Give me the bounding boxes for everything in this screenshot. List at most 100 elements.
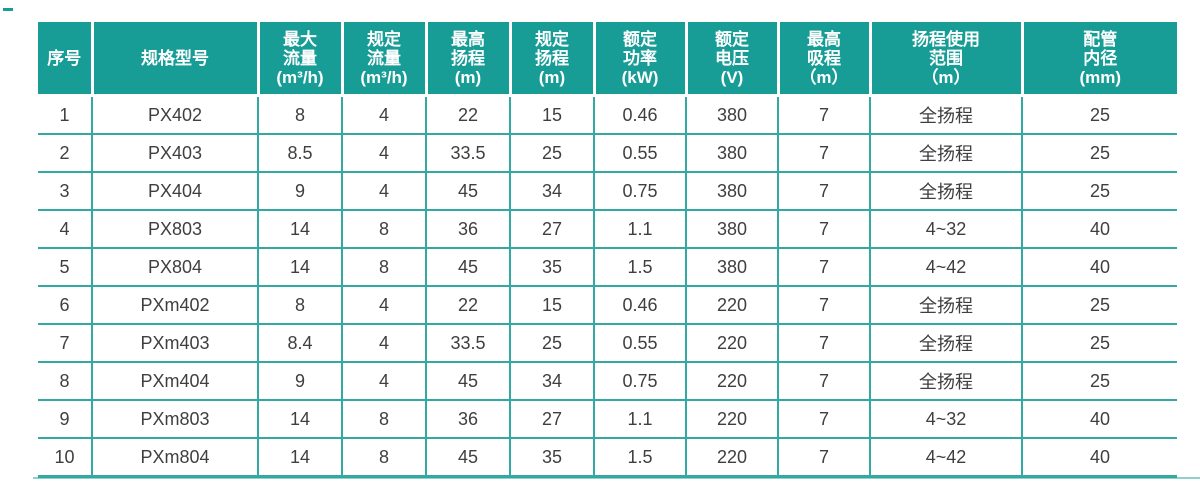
cell-max-head: 33.5 (426, 134, 511, 173)
cell-rated-power: 0.55 (594, 134, 687, 173)
cell-pipe-diameter: 25 (1022, 134, 1177, 173)
cell-serial-number: 8 (38, 362, 93, 401)
column-header-line: 流量 (283, 48, 317, 68)
cell-rated-power: 1.1 (594, 210, 687, 249)
cell-pipe-diameter: 25 (1022, 362, 1177, 401)
cell-rated-voltage: 380 (686, 95, 779, 135)
cell-rated-flow: 4 (342, 172, 427, 211)
cell-model: PX803 (92, 210, 259, 249)
cell-max-head: 22 (426, 95, 511, 135)
column-header-line: 规格型号 (141, 48, 209, 68)
cell-pipe-diameter: 25 (1022, 286, 1177, 325)
cell-head-range: 4~32 (870, 210, 1023, 249)
cell-max-suction: 7 (778, 438, 871, 478)
cell-max-flow: 14 (258, 400, 343, 439)
column-header-serial-number: 序号 (38, 22, 94, 97)
column-header-head-range: 扬程使用 范围 （m） (870, 22, 1024, 97)
column-header-line: (m³/h) (276, 67, 324, 87)
column-header-line: 扬程 (535, 48, 569, 68)
cell-pipe-diameter: 40 (1022, 400, 1177, 439)
column-header-rated-voltage: 额定 电压 (V) (686, 22, 780, 97)
cell-max-flow: 8 (258, 95, 343, 135)
cell-rated-head: 25 (510, 324, 595, 363)
cell-rated-power: 1.5 (594, 438, 687, 478)
cell-model: PXm804 (92, 438, 259, 478)
cell-max-suction: 7 (778, 248, 871, 287)
cell-max-suction: 7 (778, 324, 871, 363)
column-header-rated-power: 额定 功率 (kW) (594, 22, 688, 97)
cell-rated-voltage: 220 (686, 286, 779, 325)
cell-head-range: 全扬程 (870, 324, 1023, 363)
table-row: 2 PX403 8.5 4 33.5 25 0.55 380 7 全扬程 25 (38, 134, 1177, 173)
cell-rated-voltage: 380 (686, 248, 779, 287)
cell-max-head: 36 (426, 400, 511, 439)
column-header-line: 范围 (929, 48, 963, 68)
cell-rated-power: 0.46 (594, 286, 687, 325)
cell-serial-number: 2 (38, 134, 93, 173)
cell-rated-head: 35 (510, 248, 595, 287)
cell-pipe-diameter: 40 (1022, 248, 1177, 287)
cell-pipe-diameter: 25 (1022, 324, 1177, 363)
cell-head-range: 全扬程 (870, 172, 1023, 211)
cell-serial-number: 6 (38, 286, 93, 325)
spec-table-body: 1 PX402 8 4 22 15 0.46 380 7 全扬程 25 2 PX403 8.5 4 33.5 2… (38, 95, 1177, 478)
spec-table-header: 序号 规格型号 最大 流量 (m³/h) 规定 流量 (m³/h) 最高 扬程 (m) 规定 扬程 (m)… (38, 22, 1177, 97)
column-header-line: 功率 (623, 48, 657, 68)
cell-model: PXm803 (92, 400, 259, 439)
cell-serial-number: 4 (38, 210, 93, 249)
cell-pipe-diameter: 40 (1022, 438, 1177, 478)
column-header-line: (mm) (1079, 67, 1122, 87)
cell-head-range: 4~42 (870, 438, 1023, 478)
cell-max-suction: 7 (778, 400, 871, 439)
corner-accent-mark (3, 8, 13, 11)
column-header-max-suction: 最高 吸程 （m） (778, 22, 872, 97)
bottom-divider-line (33, 477, 1200, 479)
cell-head-range: 全扬程 (870, 286, 1023, 325)
cell-rated-flow: 4 (342, 286, 427, 325)
column-header-line: （m） (799, 67, 849, 87)
cell-max-flow: 14 (258, 210, 343, 249)
table-row: 8 PXm404 9 4 45 34 0.75 220 7 全扬程 25 (38, 362, 1177, 401)
cell-max-head: 45 (426, 172, 511, 211)
cell-head-range: 全扬程 (870, 95, 1023, 135)
cell-model: PX404 (92, 172, 259, 211)
cell-model: PX403 (92, 134, 259, 173)
column-header-line: 规定 (535, 29, 569, 49)
cell-max-head: 45 (426, 248, 511, 287)
column-header-line: (m³/h) (360, 67, 408, 87)
cell-rated-head: 27 (510, 210, 595, 249)
cell-serial-number: 10 (38, 438, 93, 478)
cell-pipe-diameter: 25 (1022, 172, 1177, 211)
table-row: 3 PX404 9 4 45 34 0.75 380 7 全扬程 25 (38, 172, 1177, 211)
column-header-line: 额定 (623, 29, 657, 49)
column-header-rated-flow: 规定 流量 (m³/h) (342, 22, 428, 97)
pump-spec-table: 序号 规格型号 最大 流量 (m³/h) 规定 流量 (m³/h) 最高 扬程 (m) 规定 扬程 (m)… (38, 22, 1177, 478)
column-header-line: 流量 (367, 48, 401, 68)
column-header-line: (m) (538, 67, 566, 87)
cell-head-range: 4~32 (870, 400, 1023, 439)
cell-rated-power: 0.75 (594, 362, 687, 401)
column-header-line: 扬程 (451, 48, 485, 68)
cell-rated-power: 0.55 (594, 324, 687, 363)
cell-serial-number: 5 (38, 248, 93, 287)
column-header-line: (kW) (621, 67, 659, 87)
cell-model: PXm402 (92, 286, 259, 325)
column-header-line: 吸程 (807, 48, 841, 68)
cell-rated-power: 0.75 (594, 172, 687, 211)
column-header-line: (V) (720, 67, 744, 87)
cell-head-range: 全扬程 (870, 134, 1023, 173)
table-row: 9 PXm803 14 8 36 27 1.1 220 7 4~32 40 (38, 400, 1177, 439)
cell-max-flow: 14 (258, 248, 343, 287)
cell-rated-voltage: 220 (686, 324, 779, 363)
cell-max-flow: 9 (258, 362, 343, 401)
cell-rated-head: 15 (510, 286, 595, 325)
cell-rated-flow: 8 (342, 400, 427, 439)
cell-max-flow: 14 (258, 438, 343, 478)
cell-rated-voltage: 220 (686, 438, 779, 478)
cell-max-suction: 7 (778, 210, 871, 249)
cell-max-suction: 7 (778, 362, 871, 401)
cell-max-head: 45 (426, 438, 511, 478)
cell-serial-number: 1 (38, 95, 93, 135)
cell-serial-number: 9 (38, 400, 93, 439)
